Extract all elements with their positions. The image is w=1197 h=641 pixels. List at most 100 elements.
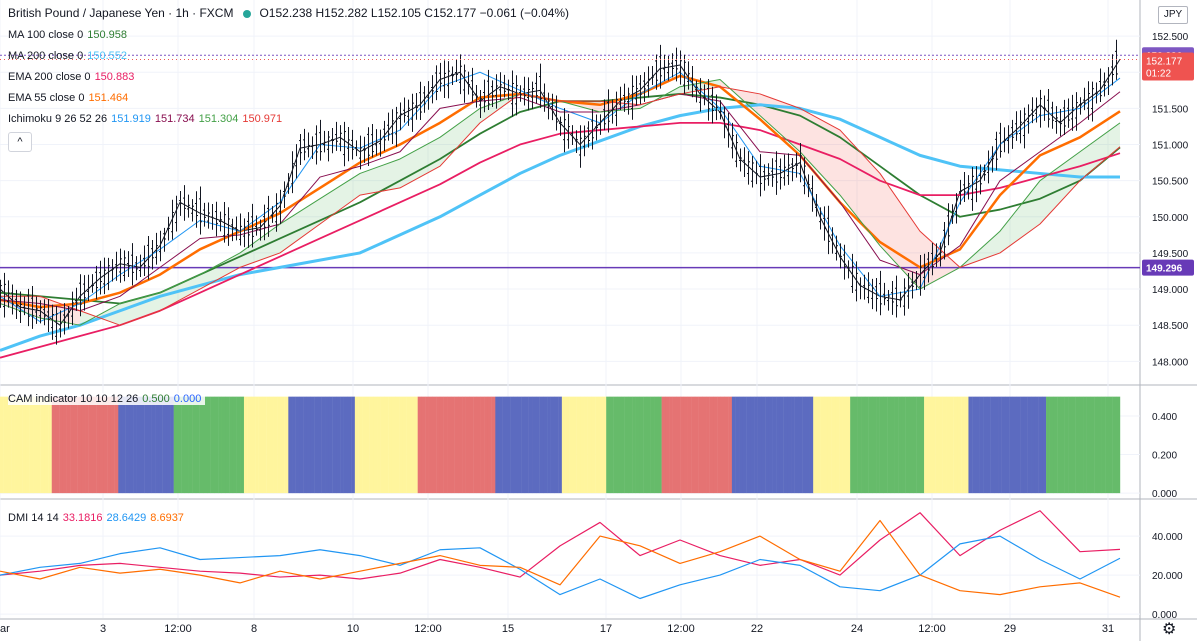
- cam-bar: [247, 396, 252, 494]
- cam-bar: [269, 396, 274, 494]
- chevron-up-icon: ^: [17, 136, 23, 148]
- cam-bar: [14, 396, 19, 494]
- cam-bar: [905, 396, 910, 494]
- cam-bar: [669, 396, 673, 494]
- legend-ichimoku[interactable]: Ichimoku 9 26 52 26 151.919 151.734 151.304…: [8, 113, 286, 125]
- cam-bar: [280, 396, 285, 494]
- legend-cam-value-1: 0.500: [142, 393, 170, 405]
- cam-bar: [295, 396, 300, 494]
- cam-bar: [805, 396, 810, 494]
- cam-bar: [779, 396, 784, 494]
- cam-bar: [595, 396, 600, 494]
- cam-bar: [181, 396, 186, 494]
- cam-bar: [70, 396, 75, 494]
- cam-bar: [506, 396, 511, 494]
- cam-bar: [314, 396, 319, 494]
- cam-bar: [1090, 396, 1095, 494]
- cam-bar: [1001, 396, 1006, 494]
- cam-bar: [846, 396, 851, 494]
- legend-ma200[interactable]: MA 200 close 0 150.552: [8, 50, 131, 62]
- cam-bar: [624, 396, 629, 494]
- cam-bar: [380, 396, 385, 494]
- cam-bar: [676, 396, 681, 494]
- cam-bar: [484, 396, 489, 494]
- cam-bar: [343, 396, 348, 494]
- cam-bar: [698, 396, 703, 494]
- x-tick-label: 12:00: [918, 623, 946, 635]
- cam-bar: [1020, 396, 1025, 494]
- cam-bar: [218, 396, 222, 494]
- cam-bar: [754, 396, 758, 494]
- collapse-legend-button[interactable]: ^: [8, 132, 32, 152]
- cam-bar: [1027, 396, 1032, 494]
- cam-bar: [813, 396, 818, 494]
- cam-bar: [192, 396, 197, 494]
- cam-bar: [968, 396, 973, 494]
- cam-bar: [628, 396, 633, 494]
- dmi-series-line: [0, 510, 1121, 580]
- cam-bar: [336, 396, 341, 494]
- cam-bar: [924, 396, 928, 494]
- legend-ema200[interactable]: EMA 200 close 0 150.883: [8, 71, 138, 83]
- cam-bar: [73, 396, 78, 494]
- cam-bar: [48, 396, 52, 494]
- cam-bar: [177, 396, 182, 494]
- cam-bar: [1042, 396, 1047, 494]
- x-tick-label: 12:00: [667, 623, 695, 635]
- legend-ema55[interactable]: EMA 55 close 0 151.464: [8, 92, 132, 104]
- legend-dmi[interactable]: DMI 14 14 33.1816 28.6429 8.6937: [8, 512, 188, 524]
- legend-ma100[interactable]: MA 100 close 0 150.958: [8, 29, 131, 41]
- cam-bar: [140, 396, 145, 494]
- cam-bar: [1023, 396, 1028, 494]
- cam-bar: [33, 396, 38, 494]
- cam-bar: [340, 396, 344, 494]
- cam-bar: [428, 396, 433, 494]
- cam-bar: [125, 396, 130, 494]
- cam-bar: [872, 396, 877, 494]
- cam-bar: [432, 396, 437, 494]
- cam-bar: [206, 396, 211, 494]
- legend-ichimoku-value-2: 151.734: [154, 113, 195, 125]
- cam-bar: [702, 396, 707, 494]
- cam-bar: [410, 396, 415, 494]
- cam-bar: [406, 396, 411, 494]
- legend-ema200-label: EMA 200 close 0: [8, 71, 91, 83]
- cam-bar: [535, 396, 540, 494]
- cam-bar: [632, 396, 636, 494]
- cam-bar: [839, 396, 843, 494]
- x-tick-label: 24: [851, 623, 863, 635]
- cam-bar: [617, 396, 622, 494]
- currency-button[interactable]: JPY: [1158, 6, 1188, 24]
- series-line: [0, 86, 1121, 326]
- cam-bar: [802, 396, 807, 494]
- gear-icon[interactable]: ⚙: [1162, 621, 1177, 638]
- cam-bar: [935, 396, 940, 494]
- cam-bar: [166, 396, 171, 494]
- cam-bar: [661, 396, 666, 494]
- cam-bar: [454, 396, 459, 494]
- cam-bar: [1079, 396, 1084, 494]
- cam-bar: [495, 396, 500, 494]
- symbol-title[interactable]: British Pound / Japanese Yen · 1h · FXCM: [8, 6, 234, 20]
- ohlc-values: O152.238 H152.282 L152.105 C152.177 −0.0…: [259, 6, 570, 20]
- cam-bar: [713, 396, 718, 494]
- y-tick-label: 150.000: [1152, 213, 1189, 224]
- legend-ichimoku-label: Ichimoku 9 26 52 26: [8, 113, 108, 125]
- cam-bar: [151, 396, 156, 494]
- legend-dmi-label: DMI 14 14: [8, 512, 59, 524]
- cam-bar: [395, 396, 400, 494]
- cam-bar: [129, 396, 134, 494]
- cam-bar: [572, 396, 577, 494]
- cam-bar: [436, 396, 441, 494]
- cam-bar: [809, 396, 814, 494]
- x-tick-label: 10: [347, 623, 359, 635]
- cam-bar: [251, 396, 256, 494]
- legend-ema200-value: 150.883: [94, 71, 135, 83]
- cam-bar: [876, 396, 880, 494]
- legend-cam[interactable]: CAM indicator 10 10 12 26 0.500 0.000: [8, 393, 206, 405]
- cam-bar: [184, 396, 189, 494]
- cam-bar: [635, 396, 640, 494]
- ichimoku-cloud-segment: [280, 198, 320, 253]
- cam-bar: [332, 396, 337, 494]
